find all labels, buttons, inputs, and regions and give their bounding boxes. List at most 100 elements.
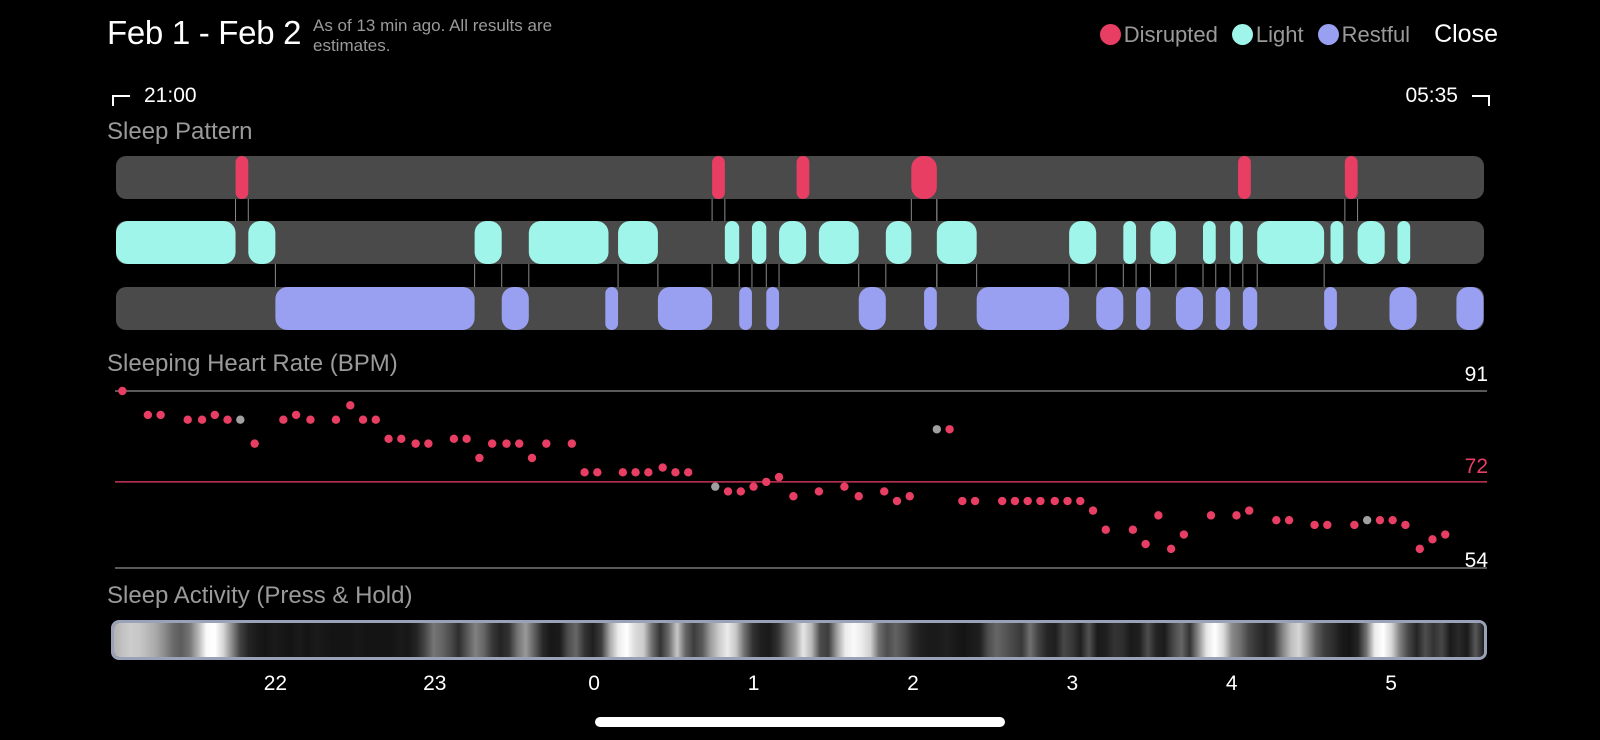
heart-rate-point bbox=[183, 415, 192, 424]
light-segment bbox=[1257, 221, 1325, 264]
heart-rate-point bbox=[970, 496, 980, 506]
restful-segment bbox=[501, 287, 529, 330]
heart-rate-point bbox=[331, 415, 341, 424]
heart-rate-point bbox=[279, 415, 288, 424]
light-segment bbox=[751, 221, 767, 264]
legend: Disrupted Light Restful Close bbox=[1099, 20, 1498, 49]
restful-segment bbox=[605, 287, 619, 330]
heart-rate-point bbox=[515, 439, 524, 448]
heart-rate-point bbox=[1310, 520, 1319, 530]
heart-rate-point bbox=[223, 415, 232, 424]
disrupted-segment bbox=[911, 156, 937, 199]
heart-rate-point bbox=[762, 477, 771, 487]
light-segment bbox=[1150, 221, 1176, 264]
axis-tick-label: 5 bbox=[1385, 672, 1397, 695]
restful-segment bbox=[1242, 287, 1258, 330]
heart-rate-point bbox=[236, 415, 245, 424]
heart-rate-point bbox=[671, 468, 680, 477]
light-segment bbox=[116, 221, 236, 264]
heart-rate-point bbox=[1101, 525, 1110, 534]
restful-segment bbox=[657, 287, 713, 330]
estimate-note: As of 13 min ago. All results are estima… bbox=[313, 16, 553, 55]
heart-rate-point bbox=[143, 410, 153, 420]
hr-min-label: 54 bbox=[1464, 549, 1488, 572]
heart-rate-point bbox=[683, 468, 693, 477]
light-segment bbox=[1069, 221, 1097, 264]
heart-rate-point bbox=[631, 468, 640, 477]
axis-tick-label: 23 bbox=[423, 672, 447, 695]
sleep-activity-scrubber[interactable] bbox=[111, 620, 1487, 660]
heart-rate-point bbox=[892, 496, 902, 506]
page-title: Feb 1 - Feb 2 bbox=[107, 14, 302, 51]
heart-rate-point bbox=[1232, 511, 1241, 520]
disrupted-segment bbox=[712, 156, 725, 199]
end-time: 05:35 bbox=[1405, 84, 1458, 107]
heart-rate-point bbox=[1088, 506, 1098, 515]
restful-segment bbox=[766, 287, 780, 330]
heart-rate-point bbox=[449, 434, 459, 444]
restful-segment bbox=[275, 287, 475, 330]
heart-rate-point bbox=[1141, 539, 1150, 549]
heart-rate-point bbox=[1076, 496, 1085, 506]
restful-segment bbox=[1136, 287, 1151, 330]
restful-dot-icon bbox=[1317, 24, 1339, 45]
legend-restful-label: Restful bbox=[1341, 21, 1411, 47]
heart-rate-point bbox=[1441, 530, 1450, 539]
heart-rate-point bbox=[749, 482, 758, 491]
heart-rate-point bbox=[814, 487, 824, 496]
sleep-activity-heading: Sleep Activity (Press & Hold) bbox=[107, 582, 413, 609]
axis-tick-label: 22 bbox=[263, 672, 288, 695]
heart-rate-point bbox=[1179, 530, 1189, 539]
sleep-pattern-heading: Sleep Pattern bbox=[107, 118, 253, 145]
hr-avg-label: 72 bbox=[1464, 455, 1488, 478]
heart-rate-point bbox=[502, 439, 511, 448]
legend-disrupted-label: Disrupted bbox=[1123, 21, 1218, 47]
heart-rate-point bbox=[1415, 544, 1424, 554]
heart-rate-point bbox=[1428, 535, 1437, 544]
light-segment bbox=[528, 221, 609, 264]
heart-rate-point bbox=[358, 415, 368, 424]
restful-segment bbox=[739, 287, 752, 330]
heart-rate-point bbox=[789, 492, 798, 501]
heart-rate-point bbox=[1350, 520, 1359, 530]
light-segment bbox=[1123, 221, 1137, 264]
heart-rate-point bbox=[156, 410, 165, 420]
heart-rate-point bbox=[723, 487, 733, 496]
heart-rate-point bbox=[997, 496, 1007, 506]
heart-rate-point bbox=[840, 482, 849, 491]
disrupted-segment bbox=[235, 156, 249, 199]
restful-segment bbox=[1215, 287, 1231, 330]
light-segment bbox=[618, 221, 658, 264]
restful-segment bbox=[1175, 287, 1204, 330]
heart-rate-point bbox=[1284, 515, 1294, 525]
heart-rate-heading: Sleeping Heart Rate (BPM) bbox=[107, 350, 398, 377]
light-segment bbox=[248, 221, 276, 264]
heart-rate-point bbox=[1010, 496, 1020, 506]
axis-tick-label: 0 bbox=[588, 672, 600, 695]
heart-rate-point bbox=[197, 415, 207, 424]
sleep-pattern-chart[interactable] bbox=[116, 156, 1484, 330]
legend-light-label: Light bbox=[1255, 21, 1304, 47]
light-segment bbox=[1330, 221, 1344, 264]
restful-segment bbox=[976, 287, 1070, 330]
heart-rate-point bbox=[527, 453, 537, 463]
heart-rate-point bbox=[958, 496, 967, 506]
light-segment bbox=[1230, 221, 1243, 264]
heart-rate-point bbox=[711, 482, 720, 491]
legend-restful: Restful bbox=[1317, 21, 1411, 48]
heart-rate-chart[interactable] bbox=[115, 386, 1487, 569]
heart-rate-point bbox=[475, 453, 484, 463]
home-indicator[interactable] bbox=[595, 717, 1005, 727]
heart-rate-point bbox=[346, 401, 355, 410]
heart-rate-point bbox=[1036, 496, 1045, 506]
time-range-end: 05:35 bbox=[1405, 84, 1490, 108]
light-segment bbox=[1203, 221, 1216, 264]
heart-rate-point bbox=[1388, 515, 1397, 525]
heart-rate-point bbox=[306, 415, 315, 424]
disrupted-segment bbox=[1238, 156, 1251, 199]
close-button[interactable]: Close bbox=[1434, 20, 1498, 48]
heart-rate-point bbox=[945, 425, 954, 434]
restful-segment bbox=[1324, 287, 1337, 330]
